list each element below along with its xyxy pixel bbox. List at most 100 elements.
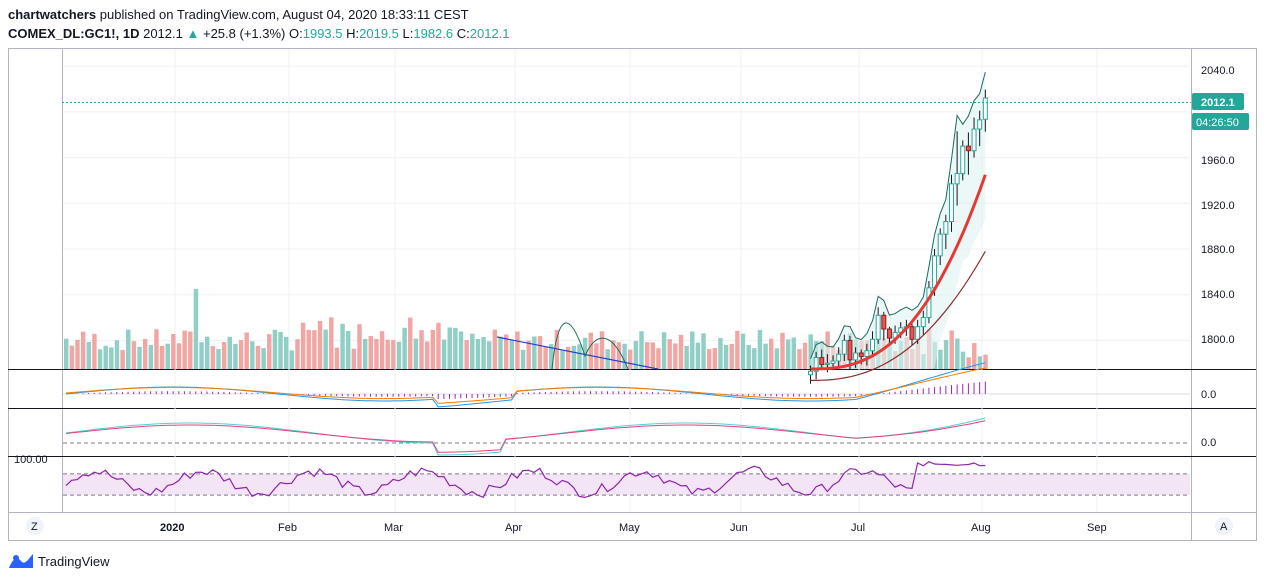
price-axis[interactable]: 2040.0 1960.0 1920.0 1880.0 1840.0 1800.… (1201, 65, 1235, 346)
time-axis[interactable]: 2020 Feb Mar Apr May Jun Jul Aug Sep (160, 522, 1107, 534)
price-tick: 1840.0 (1201, 289, 1235, 301)
bollinger-band-fill (810, 72, 986, 369)
open-value: 1993.5 (302, 26, 343, 41)
volume-bar (379, 331, 385, 369)
volume-bar (238, 340, 244, 369)
last-price-tag-text: 2012.1 (1201, 97, 1235, 109)
volume-bar (549, 344, 554, 369)
volume-bar (492, 329, 498, 369)
volume-bar (357, 324, 362, 369)
high-label: H: (346, 26, 360, 41)
candle-body (813, 357, 819, 372)
volume-bar (413, 338, 419, 369)
trend-drawings[interactable] (496, 322, 659, 370)
volume-bar (983, 354, 988, 369)
volume-bar (385, 339, 390, 369)
auto-scale-button-label: A (1220, 521, 1228, 533)
volume-bar (323, 329, 328, 369)
change-up-icon: ▲ (186, 26, 200, 41)
macd-signal-line (65, 367, 986, 404)
volume-bar (588, 332, 593, 369)
volume-bar (723, 344, 729, 369)
time-tick: Aug (971, 522, 991, 534)
volume-bar (972, 343, 977, 369)
ma-slow-line (810, 251, 986, 381)
price-change: +25.8 (+1.3%) (202, 26, 286, 41)
symbol-name[interactable]: COMEX_DL:GC1!, 1D (8, 26, 140, 41)
volume-bar (977, 356, 983, 369)
price-tick: 1800.0 (1201, 334, 1235, 346)
volume-bar (515, 331, 520, 369)
candle-body (954, 173, 960, 185)
volume-bar (684, 345, 689, 369)
volume-bar (498, 336, 503, 369)
volume-bar (678, 334, 684, 369)
volume-bar (193, 289, 199, 369)
volume-bar (346, 330, 351, 369)
zoom-button[interactable] (26, 517, 44, 535)
candle-body (965, 145, 971, 152)
open-label: O: (289, 26, 303, 41)
volume-bar (131, 341, 137, 369)
candle-body (847, 339, 853, 361)
volume-bar (109, 347, 114, 369)
candle-body (836, 353, 842, 362)
volume-bar (227, 336, 232, 369)
volume-bar (774, 348, 780, 369)
bollinger-upper (810, 71, 986, 359)
volume-bar (182, 330, 187, 369)
volume-bar (966, 357, 971, 369)
volume-bar (199, 342, 204, 369)
macd-zero-label: 0.0 (1201, 389, 1216, 401)
curve-drawing (551, 322, 629, 370)
price-tick: 1920.0 (1201, 200, 1235, 212)
auto-scale-button[interactable] (1215, 517, 1233, 535)
volume-bar (283, 336, 289, 369)
volume-bar (565, 346, 571, 369)
volume-bar (706, 349, 712, 369)
volume-bar (661, 332, 667, 369)
publisher-name[interactable]: chartwatchers (8, 7, 97, 22)
chart-frame (8, 48, 1257, 541)
rsi-band (63, 473, 1190, 496)
volume-bar (599, 331, 605, 369)
candle-body (841, 339, 847, 355)
last-price: 2012.1 (143, 26, 183, 41)
volume-bar (712, 348, 718, 369)
volume-bar (757, 329, 763, 369)
volume-bar (430, 329, 436, 369)
volume-bar (470, 333, 475, 369)
volume-bar (272, 329, 278, 369)
volume-bar (255, 345, 261, 369)
candle-body (870, 338, 876, 352)
volume-bar (808, 334, 813, 369)
volume-bar (300, 322, 306, 369)
price-tick: 1880.0 (1201, 244, 1235, 256)
candle-body (875, 314, 881, 340)
volume-bar (938, 349, 943, 369)
volume-bar (633, 340, 639, 369)
volume-bar (690, 331, 695, 369)
volume-bar (611, 340, 616, 369)
volume-bar (639, 331, 644, 369)
time-tick: May (619, 522, 640, 534)
volume-bar (503, 334, 509, 369)
volume-bar (949, 330, 954, 369)
volume-bar (340, 323, 345, 369)
candle-body (943, 221, 949, 235)
volume-bar (729, 343, 734, 369)
candle-body (858, 352, 864, 357)
volume-bar (560, 350, 565, 369)
rsi-top-label: 100.00 (14, 454, 48, 466)
volume-bar (955, 338, 960, 369)
volume-bar (475, 339, 481, 369)
last-price-tag (1192, 93, 1244, 110)
volume-bar (267, 334, 272, 369)
volume-bar (159, 345, 165, 369)
volume-bar (943, 340, 949, 369)
rsi-line (65, 461, 986, 499)
volume-bar (543, 346, 548, 369)
tradingview-logo[interactable]: TradingView (8, 552, 110, 570)
volume-bar (667, 339, 672, 369)
